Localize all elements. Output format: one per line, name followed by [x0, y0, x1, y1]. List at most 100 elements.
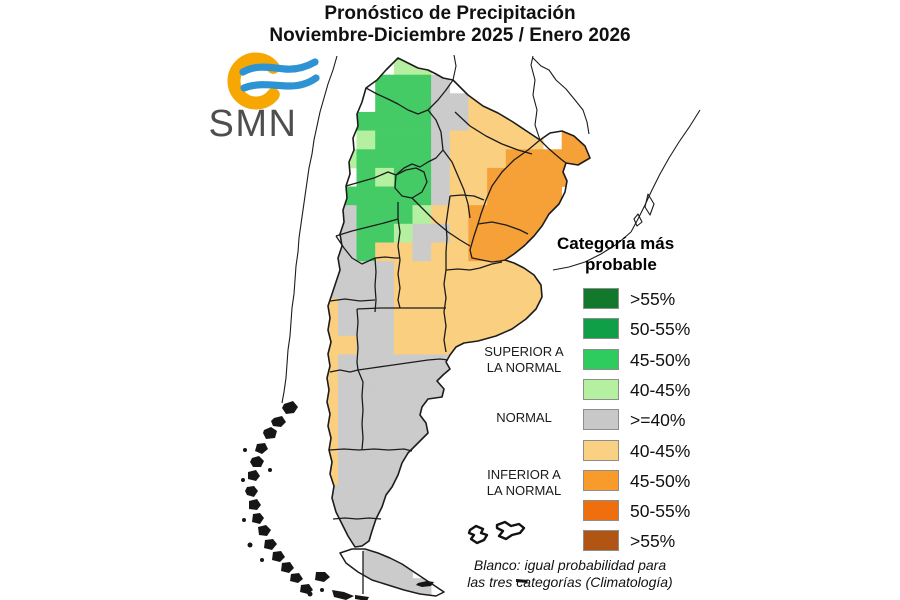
- forecast-cell: [524, 279, 544, 299]
- province-borders: [328, 79, 567, 594]
- forecast-cell: [393, 335, 413, 355]
- forecast-cell: [505, 223, 525, 243]
- forecast-cell: [468, 317, 488, 337]
- forecast-cell: [543, 298, 562, 318]
- forecast-cell: [487, 205, 507, 225]
- forecast-cell: [337, 261, 357, 281]
- forecast-cell: [356, 223, 376, 243]
- forecast-cell: [375, 447, 395, 467]
- forecast-cell: [524, 149, 544, 169]
- forecast-cell: [412, 130, 432, 150]
- forecast-cell: [337, 447, 357, 467]
- forecast-cell: [431, 223, 451, 243]
- coastal-lagoons: [633, 193, 655, 227]
- forecast-cell: [412, 242, 432, 262]
- forecast-cell: [393, 429, 413, 448]
- forecast-cell: [301, 448, 320, 467]
- forecast-cell: [505, 93, 525, 113]
- forecast-cell: [327, 242, 339, 262]
- forecast-cell: [412, 74, 432, 94]
- legend-label: 40-45%: [630, 379, 691, 400]
- forecast-cell: [449, 149, 469, 169]
- forecast-cell: [449, 205, 469, 225]
- forecast-cell: [327, 186, 339, 206]
- forecast-cell: [580, 130, 590, 150]
- legend-label: >=40%: [630, 410, 686, 431]
- forecast-cell: [449, 93, 469, 113]
- forecast-cell: [431, 242, 451, 262]
- forecast-cell: [468, 167, 488, 187]
- forecast-cell: [412, 354, 432, 374]
- forecast-cell: [393, 130, 413, 150]
- forecast-cell: [487, 279, 507, 299]
- forecast-cell: [356, 578, 376, 596]
- argentina-outline: [326, 57, 591, 548]
- smn-logo: SMN: [209, 52, 320, 145]
- forecast-cell: [543, 186, 562, 206]
- forecast-cell: [356, 167, 376, 187]
- forecast-cell: [301, 298, 320, 317]
- forecast-cell: [393, 205, 413, 225]
- forecast-cell: [375, 242, 395, 262]
- forecast-cell: [431, 111, 451, 131]
- forecast-cell: [356, 186, 376, 206]
- legend-swatch: [583, 439, 619, 461]
- forecast-cell: [468, 130, 488, 150]
- forecast-cell: [375, 317, 395, 337]
- forecast-cell: [393, 391, 413, 411]
- forecast-cell: [301, 317, 320, 336]
- forecast-cell: [468, 261, 488, 281]
- logo-sun-ring: [227, 52, 280, 110]
- forecast-cell: [412, 261, 432, 281]
- band-label-inferior: INFERIOR A LA NORMAL: [486, 467, 562, 498]
- forecast-cell: [375, 559, 395, 579]
- forecast-cell: [337, 391, 357, 411]
- forecast-cell: [375, 373, 395, 392]
- forecast-cell: [356, 298, 376, 318]
- probability-grid-cells: [301, 58, 590, 596]
- forecast-cell: [356, 317, 376, 337]
- forecast-cell: [505, 298, 525, 318]
- forecast-cell: [375, 279, 395, 299]
- forecast-cell: [431, 410, 451, 430]
- forecast-cell: [327, 503, 339, 523]
- forecast-cell: [301, 429, 320, 448]
- forecast-cell: [327, 317, 339, 337]
- forecast-cell: [449, 298, 469, 318]
- forecast-cell: [393, 111, 413, 131]
- forecast-cell: [468, 298, 488, 318]
- forecast-cell: [375, 186, 395, 206]
- forecast-cell: [468, 242, 488, 262]
- logo-text: SMN: [209, 103, 298, 145]
- forecast-cell: [431, 261, 451, 281]
- forecast-cell: [375, 354, 395, 374]
- forecast-cell: [524, 167, 544, 187]
- legend-label: >55%: [630, 531, 676, 552]
- forecast-cell: [337, 429, 357, 448]
- forecast-cell: [327, 354, 339, 374]
- forecast-cell: [327, 410, 339, 430]
- forecast-cell: [412, 58, 432, 75]
- forecast-cell: [301, 373, 320, 392]
- forecast-cell: [375, 223, 395, 243]
- forecast-cell: [356, 279, 376, 299]
- forecast-cell: [449, 111, 469, 131]
- forecast-cell: [431, 391, 451, 411]
- logo-wave-icon: [240, 74, 320, 92]
- forecast-cell: [431, 186, 451, 206]
- forecast-cell: [449, 373, 469, 392]
- band-label-superior: SUPERIOR A LA NORMAL: [484, 344, 564, 375]
- forecast-cell: [337, 279, 357, 299]
- forecast-cell: [356, 242, 376, 262]
- forecast-cell: [356, 559, 376, 579]
- forecast-cell: [580, 149, 590, 169]
- forecast-cell: [431, 130, 451, 150]
- forecast-cell: [337, 484, 357, 504]
- forecast-cell: [356, 130, 376, 150]
- forecast-cell: [375, 410, 395, 430]
- forecast-cell: [393, 149, 413, 169]
- forecast-cell: [431, 279, 451, 299]
- chile-coastline: [281, 55, 338, 404]
- paraguay-brazil-border: [532, 57, 590, 135]
